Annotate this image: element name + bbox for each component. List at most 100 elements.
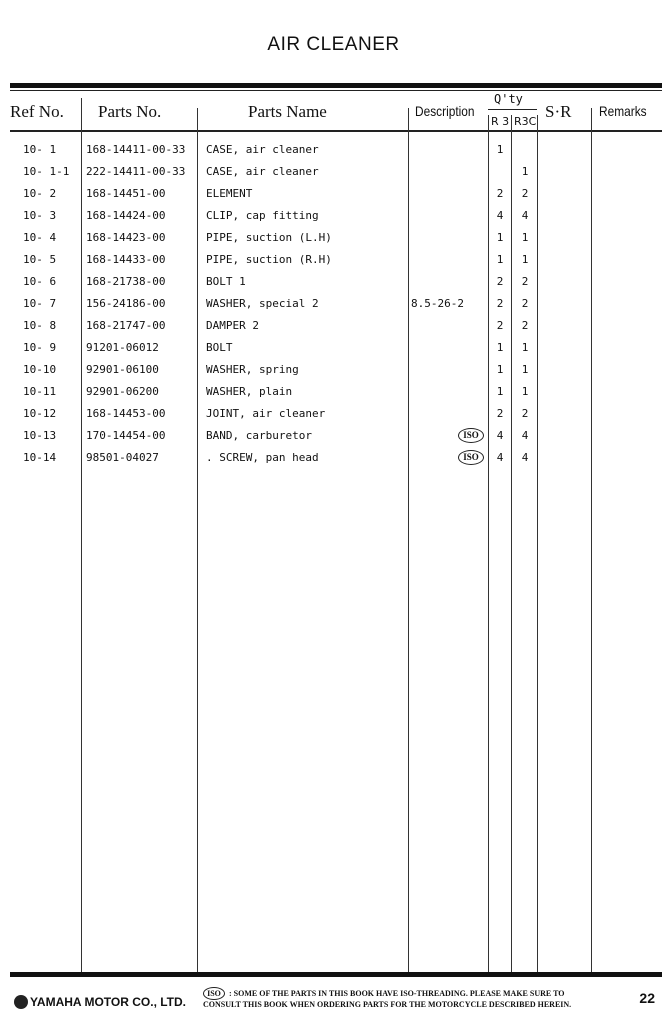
- header-rule: [10, 130, 662, 132]
- parts-no: 156-24186-00: [86, 297, 166, 310]
- parts-no: 92901-06200: [86, 385, 159, 398]
- ref-no: 10-11: [23, 385, 57, 398]
- qty-r3c: 1: [521, 165, 529, 178]
- table-row: 10- 6 168-21738-00 BOLT 1 2 2: [0, 275, 667, 297]
- column-divider: [511, 115, 512, 974]
- table-row: 10- 2 168-14451-00 ELEMENT 2 2: [0, 187, 667, 209]
- ref-no: 10- 4: [23, 231, 57, 244]
- parts-name: WASHER, spring: [206, 363, 299, 376]
- parts-name: BOLT 1: [206, 275, 246, 288]
- qty-divider: [488, 109, 537, 110]
- column-divider: [81, 98, 82, 974]
- parts-name: JOINT, air cleaner: [206, 407, 326, 420]
- parts-name: CASE, air cleaner: [206, 165, 319, 178]
- qty-r3: 2: [496, 275, 504, 288]
- column-divider: [488, 115, 489, 974]
- qty-r3c: 1: [521, 341, 529, 354]
- ref-no: 10- 1: [23, 143, 57, 156]
- parts-name: ELEMENT: [206, 187, 253, 200]
- table-row: 10- 3 168-14424-00 CLIP, cap fitting 4 4: [0, 209, 667, 231]
- top-rule: [10, 83, 662, 88]
- header-remarks: Remarks: [599, 103, 647, 119]
- ref-no: 10- 7: [23, 297, 57, 310]
- ref-no: 10-10: [23, 363, 57, 376]
- parts-no: 91201-06012: [86, 341, 159, 354]
- parts-name: PIPE, suction (L.H): [206, 231, 332, 244]
- header-qty-r3: R 3: [491, 115, 510, 128]
- table-row: 10-14 98501-04027 . SCREW, pan head 4 4 ISO: [0, 450, 667, 473]
- table-row: 10- 9 91201-06012 BOLT 1 1: [0, 341, 667, 363]
- parts-name: PIPE, suction (R.H): [206, 253, 332, 266]
- parts-name: . SCREW, pan head: [206, 451, 319, 464]
- ref-no: 10-13: [23, 429, 57, 442]
- table-row: 10- 1 168-14411-00-33 CASE, air cleaner 1: [0, 143, 667, 165]
- company-name: YAMAHA MOTOR CO., LTD.: [30, 995, 186, 1009]
- table-row: 10- 1-1 222-14411-00-33 CASE, air cleaner 1: [0, 165, 667, 187]
- ref-no: 10-14: [23, 451, 57, 464]
- table-row: 10-11 92901-06200 WASHER, plain 1 1: [0, 385, 667, 407]
- qty-r3: 4: [496, 429, 504, 442]
- table-row: 10- 4 168-14423-00 PIPE, suction (L.H) 1 1: [0, 231, 667, 253]
- footer-note-line2: CONSULT THIS BOOK WHEN ORDERING PARTS FO…: [203, 1000, 572, 1009]
- table-row: 10- 5 168-14433-00 PIPE, suction (R.H) 1 1: [0, 253, 667, 275]
- parts-name: CLIP, cap fitting: [206, 209, 319, 222]
- table-row: 10- 7 156-24186-00 WASHER, special 2 8.5-26…: [0, 297, 667, 319]
- parts-name: DAMPER 2: [206, 319, 259, 332]
- bottom-rule: [10, 972, 662, 977]
- table-row: 10-10 92901-06100 WASHER, spring 1 1: [0, 363, 667, 385]
- table-row: 10-12 168-14453-00 JOINT, air cleaner 2 2: [0, 407, 667, 429]
- header-ref-no: Ref No.: [10, 102, 64, 121]
- column-divider: [408, 108, 409, 974]
- table-row: 10-13 170-14454-00 BAND, carburetor 4 4 ISO: [0, 428, 667, 451]
- table-row: 10- 8 168-21747-00 DAMPER 2 2 2: [0, 319, 667, 341]
- qty-r3: 1: [496, 253, 504, 266]
- parts-no: 170-14454-00: [86, 429, 166, 442]
- parts-no: 168-21738-00: [86, 275, 166, 288]
- qty-r3c: 1: [521, 231, 529, 244]
- qty-r3: 1: [496, 385, 504, 398]
- iso-icon: ISO: [458, 428, 484, 443]
- parts-no: 168-14423-00: [86, 231, 166, 244]
- ref-no: 10- 6: [23, 275, 57, 288]
- iso-icon: ISO: [203, 987, 225, 1000]
- ref-no: 10- 5: [23, 253, 57, 266]
- parts-name: BAND, carburetor: [206, 429, 312, 442]
- parts-name: WASHER, special 2: [206, 297, 319, 310]
- company-logo: YAMAHA MOTOR CO., LTD.: [14, 995, 186, 1009]
- parts-no: 168-14453-00: [86, 407, 166, 420]
- column-divider: [591, 108, 592, 974]
- parts-no: 92901-06100: [86, 363, 159, 376]
- qty-r3: 2: [496, 319, 504, 332]
- ref-no: 10- 3: [23, 209, 57, 222]
- iso-icon: ISO: [458, 450, 484, 465]
- ref-no: 10- 8: [23, 319, 57, 332]
- ref-no: 10- 2: [23, 187, 57, 200]
- footer-note-line1: ISO : SOME OF THE PARTS IN THIS BOOK HAVE…: [203, 987, 565, 1000]
- qty-r3: 2: [496, 297, 504, 310]
- qty-r3: 2: [496, 187, 504, 200]
- footer-note-text: : SOME OF THE PARTS IN THIS BOOK HAVE IS…: [229, 989, 565, 998]
- parts-no: 222-14411-00-33: [86, 165, 186, 178]
- column-divider: [197, 108, 198, 974]
- header-parts-name: Parts Name: [248, 102, 327, 121]
- qty-r3c: 2: [521, 407, 529, 420]
- qty-r3c: 1: [521, 253, 529, 266]
- qty-r3: 1: [496, 231, 504, 244]
- header-parts-no: Parts No.: [98, 102, 162, 121]
- qty-r3: 4: [496, 451, 504, 464]
- parts-no: 98501-04027: [86, 451, 159, 464]
- parts-no: 168-14411-00-33: [86, 143, 186, 156]
- top-rule-thin: [10, 90, 662, 91]
- parts-name: BOLT: [206, 341, 233, 354]
- page-number: 22: [639, 990, 655, 1006]
- qty-r3c: 2: [521, 187, 529, 200]
- parts-name: CASE, air cleaner: [206, 143, 319, 156]
- qty-r3c: 4: [521, 429, 529, 442]
- qty-r3c: 1: [521, 385, 529, 398]
- page-title: AIR CLEANER: [267, 34, 400, 55]
- qty-r3: 4: [496, 209, 504, 222]
- header-description: Description: [415, 103, 475, 119]
- ref-no: 10- 9: [23, 341, 57, 354]
- ref-no: 10- 1-1: [23, 165, 70, 178]
- qty-r3c: 1: [521, 363, 529, 376]
